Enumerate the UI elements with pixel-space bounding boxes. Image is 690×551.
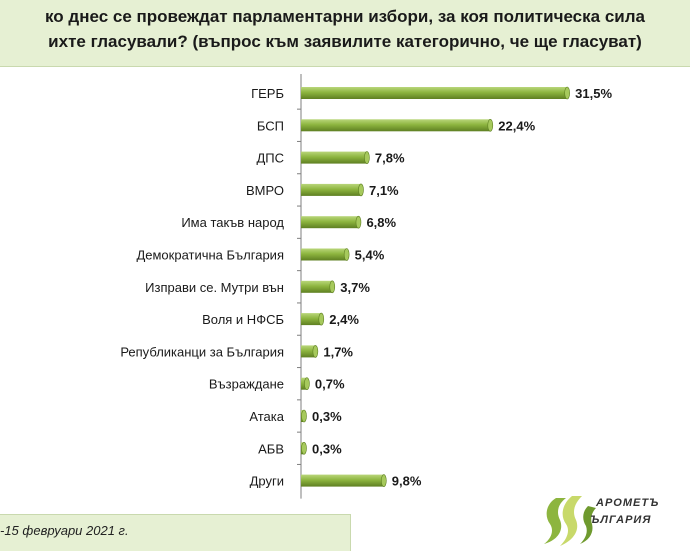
- bar: [301, 474, 387, 487]
- data-label: 0,3%: [312, 441, 342, 456]
- bar: [301, 312, 325, 326]
- category-label: Има такъв народ: [181, 215, 284, 230]
- survey-date: -15 февруари 2021 г.: [0, 523, 129, 538]
- category-label: ГЕРБ: [251, 86, 284, 101]
- footer-date-box: [0, 514, 351, 551]
- chart-title-line-2: ихте гласували? (въпрос към заявилите ка…: [48, 32, 642, 51]
- category-label: Демократична България: [136, 248, 284, 263]
- category-label: ДПС: [256, 151, 284, 166]
- bar: [301, 215, 362, 229]
- bar: [301, 86, 570, 100]
- category-label: Атака: [249, 409, 284, 424]
- data-label: 9,8%: [392, 474, 422, 489]
- bar: [301, 280, 336, 294]
- category-label: АБВ: [258, 441, 284, 456]
- category-label: Воля и НФСБ: [202, 312, 284, 327]
- category-label: Други: [250, 474, 284, 489]
- data-label: 2,4%: [329, 312, 359, 327]
- data-label: 3,7%: [340, 280, 370, 295]
- bar: [301, 183, 364, 197]
- data-label: 5,4%: [355, 248, 385, 263]
- bar: [301, 345, 319, 358]
- chart-title-line-1: ко днес се провеждат парламентарни избор…: [45, 7, 645, 26]
- logo-text-top: АРОМЕТЪ: [596, 497, 660, 509]
- barometer-logo: [544, 496, 596, 546]
- bar: [301, 248, 350, 261]
- category-label: Републиканци за България: [120, 344, 284, 359]
- data-label: 6,8%: [366, 215, 396, 230]
- category-label: Възраждане: [209, 377, 284, 392]
- category-label: Изправи се. Мутри вън: [145, 280, 284, 295]
- data-label: 1,7%: [323, 344, 353, 359]
- data-label: 31,5%: [575, 86, 612, 101]
- data-label: 0,7%: [315, 377, 345, 392]
- data-label: 7,8%: [375, 151, 405, 166]
- bar: [301, 118, 494, 132]
- category-label: БСП: [257, 118, 284, 133]
- data-label: 7,1%: [369, 183, 399, 198]
- logo-text-bottom: ЪЛГАРИЯ: [590, 514, 652, 526]
- data-label: 0,3%: [312, 409, 342, 424]
- category-label: ВМРО: [246, 183, 284, 198]
- data-label: 22,4%: [498, 118, 535, 133]
- bar-chart: ГЕРБ 31,5% БСП 22,4% ДПС 7,8% ВМРО 7,1% Има такъ…: [120, 74, 612, 499]
- bar: [301, 409, 307, 423]
- bar: [301, 151, 370, 164]
- bar: [301, 377, 310, 391]
- chart-title-banner: ко днес се провеждат парламентарни избор…: [0, 0, 690, 67]
- bar: [301, 441, 307, 455]
